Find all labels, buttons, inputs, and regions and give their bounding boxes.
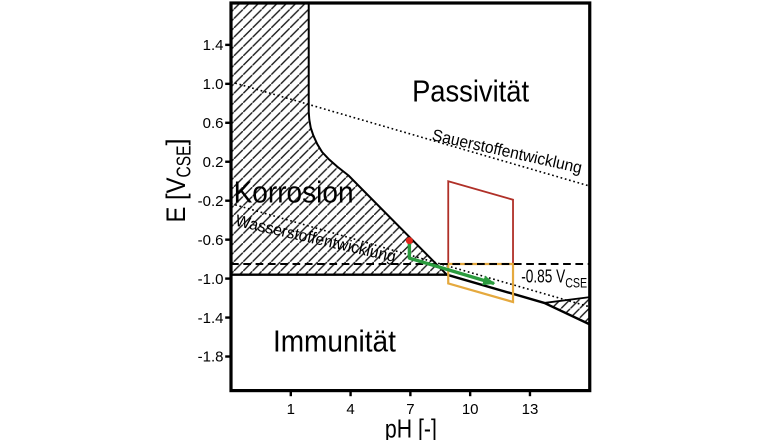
immunitaet-label: Immunität — [273, 324, 396, 359]
x-tick-label: 4 — [346, 401, 354, 418]
y-tick-label: 1.0 — [203, 76, 224, 93]
start-potential-dot — [405, 237, 413, 245]
wedge-top-line — [544, 296, 590, 304]
x-tick-label: 13 — [522, 401, 539, 418]
red-assessment-box — [447, 180, 514, 265]
x-axis-ticks: 1 4 7 10 13 — [287, 390, 539, 418]
korrosion-label: Korrosion — [234, 174, 354, 209]
y-tick-label: -0.6 — [198, 232, 224, 249]
x-tick-label: 7 — [406, 401, 414, 418]
y-tick-label: -1.8 — [198, 349, 224, 366]
y-tick-label: 0.2 — [203, 154, 224, 171]
y-tick-label: -1.0 — [198, 271, 224, 288]
x-tick-label: 10 — [462, 401, 479, 418]
orange-assessment-box — [447, 262, 515, 304]
sauerstoffentwicklung-label: Sauerstoffentwicklung — [430, 126, 583, 177]
polarisation-arrow — [407, 240, 496, 286]
korrosion-boundary-line — [307, 3, 448, 276]
passivitaet-label: Passivität — [412, 74, 529, 109]
immunity-boundary-line — [231, 273, 591, 326]
y-axis-ticks: 1.4 1.0 0.6 0.2 -0.2 -0.6 -1.0 -1.4 -1.8 — [198, 37, 231, 366]
korrosion-region-hatch — [231, 3, 447, 275]
x-axis-label: pH [-] — [385, 414, 437, 440]
protection-threshold-label: -0.85 VCSE — [521, 266, 587, 291]
y-tick-label: -1.4 — [198, 310, 224, 327]
y-tick-label: 0.6 — [203, 115, 224, 132]
y-tick-label: -0.2 — [198, 193, 224, 210]
y-axis-label: E [VCSE] — [161, 139, 196, 223]
y-tick-label: 1.4 — [203, 37, 224, 54]
oxygen-evolution-line — [230, 81, 590, 187]
hydrogen-evolution-line — [230, 202, 590, 308]
x-tick-label: 1 — [287, 401, 295, 418]
